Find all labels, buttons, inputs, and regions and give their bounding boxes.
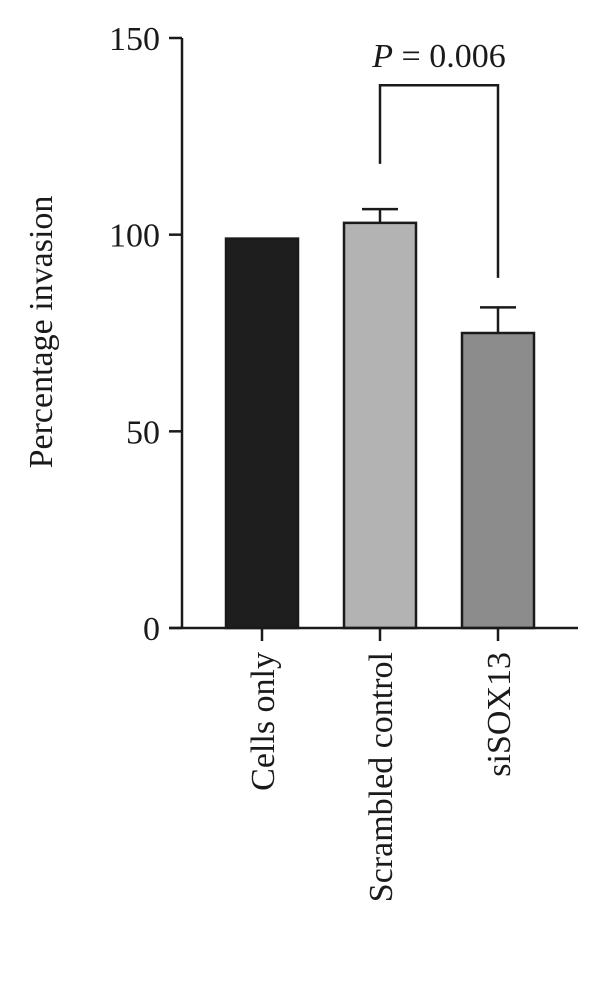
y-tick-label-2: 100 [109, 218, 160, 255]
x-tick-label-2: siSOX13 [481, 652, 518, 777]
bar-0 [224, 237, 300, 630]
y-tick-label-3: 150 [109, 21, 160, 58]
bar-1 [342, 221, 418, 630]
p-value-annotation-0: P = 0.006 [371, 38, 505, 75]
y-axis-title: Percentage invasion [23, 196, 60, 469]
significance-bracket-0 [378, 83, 500, 278]
x-tick-label-1: Scrambled control [363, 652, 400, 902]
x-tick-label-0: Cells only [245, 652, 282, 791]
bar-2 [460, 331, 536, 630]
y-tick-label-0: 0 [143, 611, 160, 648]
y-tick-label-1: 50 [126, 414, 160, 451]
plot-area: 0 50 100 150 Cells only Scrambled control siSO… [109, 21, 578, 902]
